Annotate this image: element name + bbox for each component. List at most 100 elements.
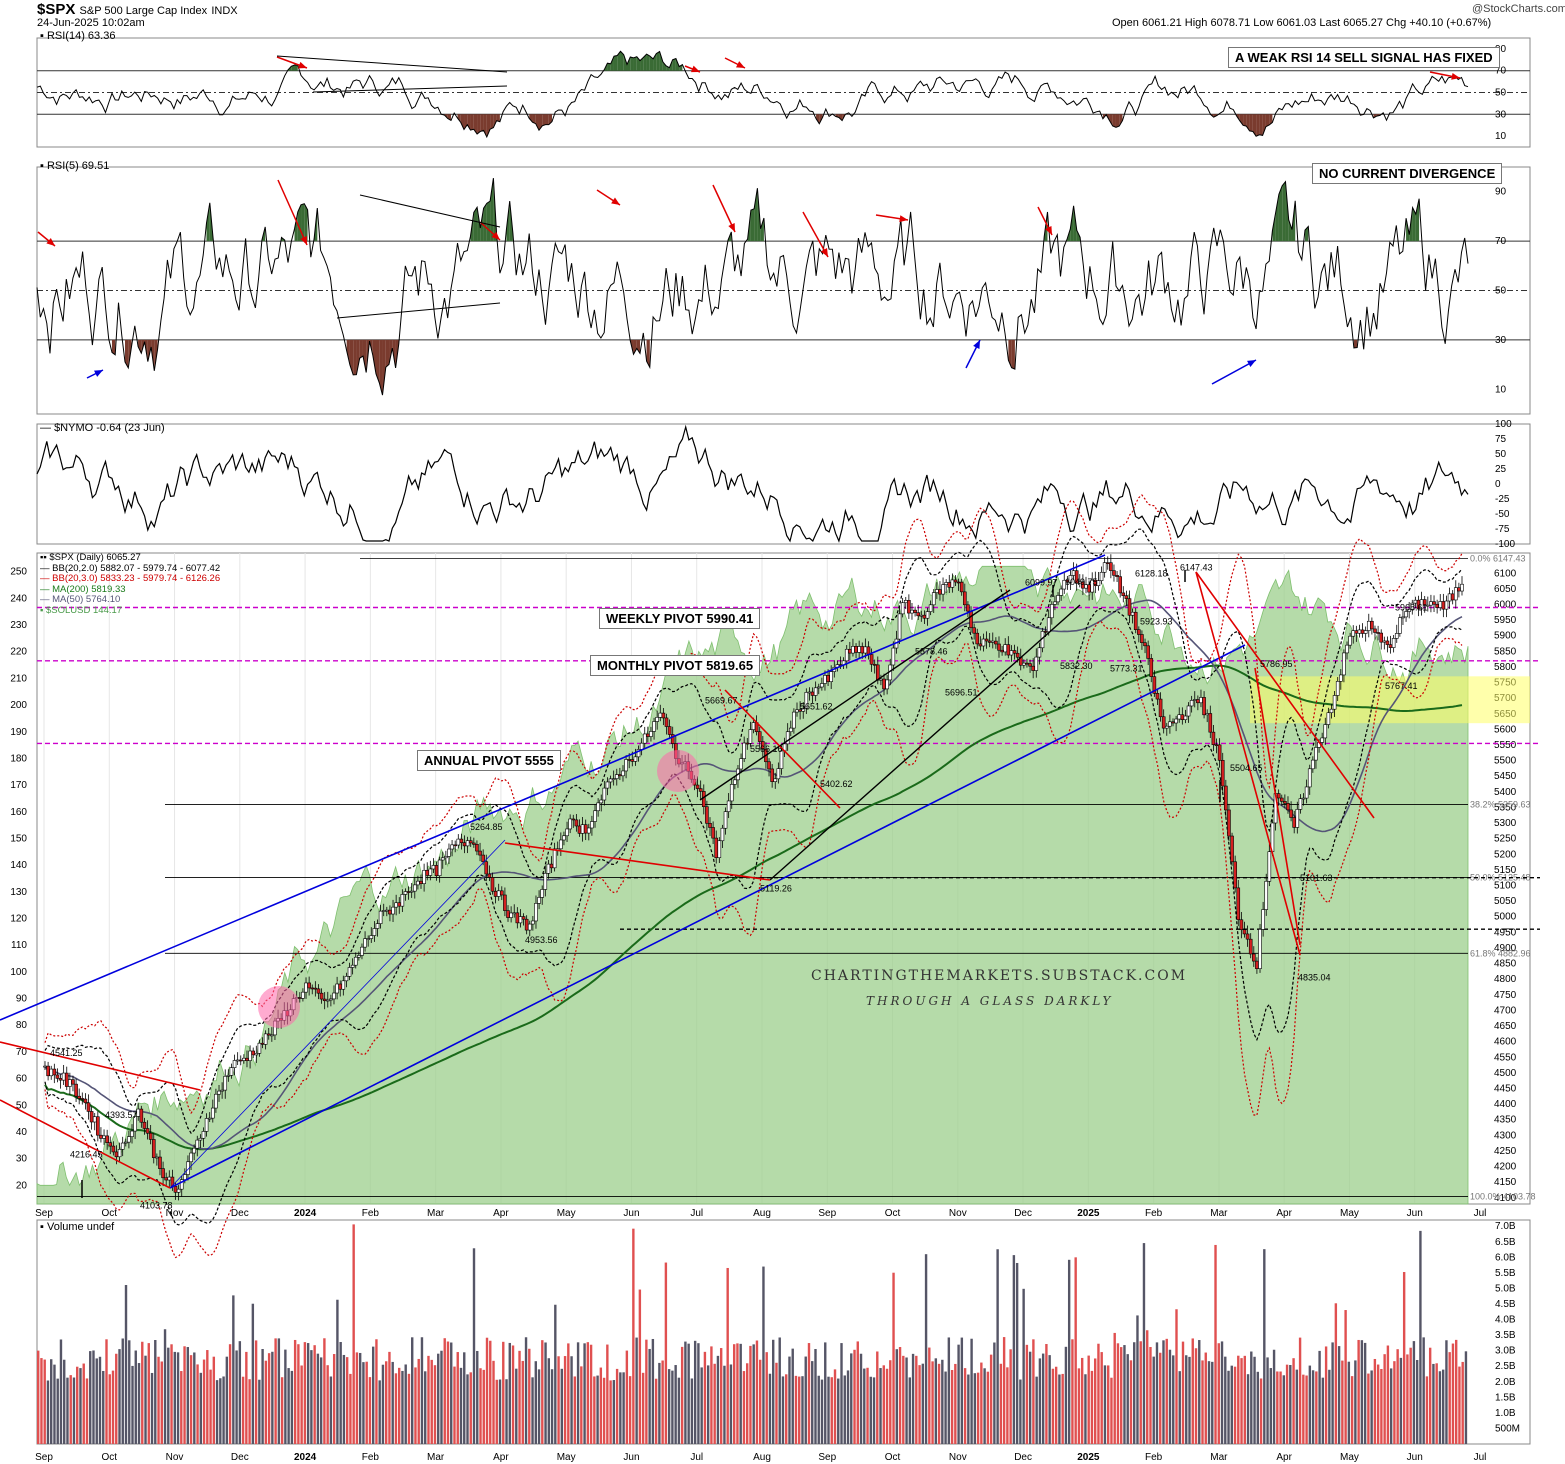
- candle-body: [1205, 713, 1209, 716]
- price-x-tick: 2024: [294, 1208, 317, 1219]
- volume-bar: [440, 1350, 443, 1444]
- volume-bar: [911, 1353, 915, 1444]
- candle-body: [1298, 798, 1303, 810]
- volume-bar: [186, 1347, 190, 1444]
- candle-body: [1031, 665, 1035, 671]
- price-label: 5968.61: [1395, 602, 1428, 612]
- price-right-y-tick: 5500: [1494, 756, 1517, 767]
- nymo-y-tick: 100: [1495, 419, 1512, 430]
- price-x-tick: Oct: [101, 1208, 117, 1219]
- volume-bar: [56, 1378, 59, 1444]
- price-label: 4953.56: [525, 935, 558, 945]
- candle-body: [739, 758, 743, 770]
- price-right-y-tick: 4950: [1494, 927, 1517, 938]
- volume-bar: [1035, 1376, 1038, 1444]
- rsi5-overbought-area: [304, 203, 308, 242]
- rsi5-overbought-area: [294, 211, 298, 242]
- volume-bar: [1367, 1373, 1370, 1444]
- volume-bar: [1311, 1370, 1315, 1444]
- candle-body: [176, 1188, 181, 1193]
- candle-body: [1426, 604, 1430, 607]
- volume-bar: [118, 1349, 121, 1444]
- volume-bar: [196, 1364, 199, 1444]
- trend-line-red: [1195, 571, 1375, 819]
- rsi5-trendline: [359, 194, 501, 228]
- volume-bar: [323, 1338, 326, 1444]
- volume-bar: [667, 1369, 671, 1444]
- nymo-legend: — $NYMO -0.64 (23 Jun): [40, 422, 165, 434]
- volume-bar: [1419, 1230, 1422, 1444]
- rsi14-legend: ▪ RSI(14) 63.36: [40, 30, 116, 42]
- candle-body: [111, 1145, 116, 1153]
- candle-body: [1050, 604, 1054, 619]
- candle-body: [910, 609, 914, 614]
- volume-bar: [550, 1369, 554, 1444]
- candle-body: [1059, 588, 1063, 596]
- legend-item-ma50: — MA(50) 5764.10: [40, 594, 121, 606]
- candle-body: [1140, 634, 1144, 644]
- candle-body: [574, 819, 579, 827]
- volume-bar: [290, 1370, 294, 1444]
- volume-bar: [1214, 1244, 1217, 1444]
- candle-body: [792, 711, 796, 729]
- volume-bar: [580, 1366, 583, 1444]
- candle-body: [120, 1142, 125, 1150]
- candle-body: [465, 840, 470, 847]
- candle-body: [1046, 617, 1051, 633]
- volume-bar: [713, 1363, 716, 1444]
- rsi14-oversold-area: [1239, 114, 1244, 126]
- candle-body: [916, 612, 920, 617]
- candle-body: [900, 602, 905, 615]
- volume-bar: [261, 1349, 264, 1444]
- volume-bar: [1454, 1339, 1458, 1444]
- price-x-tick: Sep: [818, 1208, 836, 1219]
- candle-body: [1391, 638, 1396, 648]
- rsi14-oversold-area: [838, 114, 843, 121]
- candle-body: [183, 1174, 187, 1180]
- candle-body: [462, 842, 467, 847]
- candle-body: [319, 992, 324, 1000]
- volume-bar: [430, 1359, 433, 1444]
- candle-body: [605, 781, 610, 789]
- candle-body: [549, 863, 554, 869]
- volume-bar: [1172, 1355, 1175, 1444]
- candle-body: [1220, 760, 1225, 787]
- candle-body: [257, 1042, 262, 1054]
- rsi5-divergence-arrow-head: [46, 238, 55, 246]
- candle-body: [1109, 562, 1113, 571]
- volume-bar: [1159, 1352, 1162, 1444]
- volume-bar: [876, 1351, 879, 1444]
- candle-body: [220, 1089, 224, 1092]
- candle-body: [938, 589, 942, 595]
- rsi14-y-tick: 10: [1495, 131, 1507, 142]
- rsi5-oversold-area: [646, 339, 650, 368]
- candle-body: [123, 1141, 128, 1144]
- rsi14-overbought-area: [630, 57, 634, 71]
- price-x-tick: Sep: [35, 1208, 53, 1219]
- price-left-y-tick: 250: [10, 567, 27, 578]
- volume-bar: [817, 1375, 820, 1444]
- rsi14-divergence-arrow-head: [736, 61, 745, 68]
- price-label: 6147.43: [1180, 562, 1213, 572]
- volume-bar: [846, 1370, 850, 1444]
- volume-bar: [1253, 1356, 1256, 1444]
- legend-item-bb3: — BB(20,3.0) 5833.23 - 5979.74 - 6126.26: [40, 573, 221, 585]
- price-x-tick: Mar: [427, 1208, 445, 1219]
- candle-body: [823, 675, 827, 684]
- volume-bar: [983, 1368, 986, 1444]
- volume-bar: [394, 1373, 398, 1444]
- volume-bar: [960, 1337, 964, 1444]
- rsi5-overbought-area: [760, 217, 764, 242]
- candle-body: [478, 850, 482, 856]
- volume-bar: [1441, 1369, 1445, 1444]
- rsi5-overbought-area: [473, 207, 478, 242]
- volume-bar: [134, 1350, 137, 1444]
- stockcharts-logo: @StockCharts.com: [1472, 3, 1565, 15]
- candle-body: [860, 646, 865, 654]
- candle-body: [717, 840, 722, 858]
- volume-bar: [40, 1358, 43, 1444]
- candle-body: [1192, 699, 1197, 701]
- volume-bar: [570, 1356, 573, 1444]
- price-left-y-tick: 160: [10, 807, 27, 818]
- candle-body: [580, 824, 585, 834]
